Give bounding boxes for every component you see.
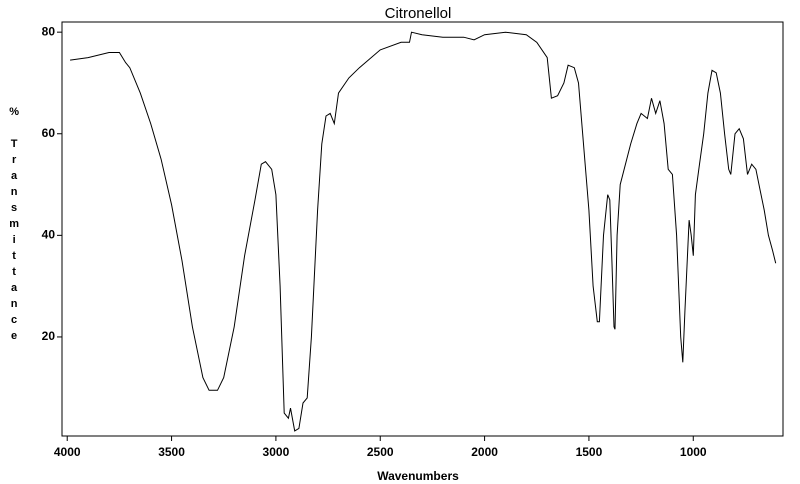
x-tick-label: 2000 <box>471 445 498 459</box>
x-tick-label: 2500 <box>367 445 394 459</box>
y-tick-label: 80 <box>42 24 56 38</box>
x-axis-label: Wavenumbers <box>377 469 459 483</box>
spectrum-line <box>70 31 777 432</box>
x-tick-label: 3500 <box>158 445 185 459</box>
x-tick-label: 1000 <box>680 445 707 459</box>
x-tick-label: 1500 <box>576 445 603 459</box>
chart-title: Citronellol <box>385 5 452 22</box>
x-tick-label: 4000 <box>54 445 81 459</box>
plot-frame <box>61 21 784 437</box>
y-tick-label: 20 <box>42 329 56 343</box>
y-tick-label: 40 <box>42 228 56 242</box>
y-axis-label: % Transmittance <box>8 106 20 346</box>
x-tick-label: 3000 <box>263 445 290 459</box>
y-tick-label: 60 <box>42 126 56 140</box>
